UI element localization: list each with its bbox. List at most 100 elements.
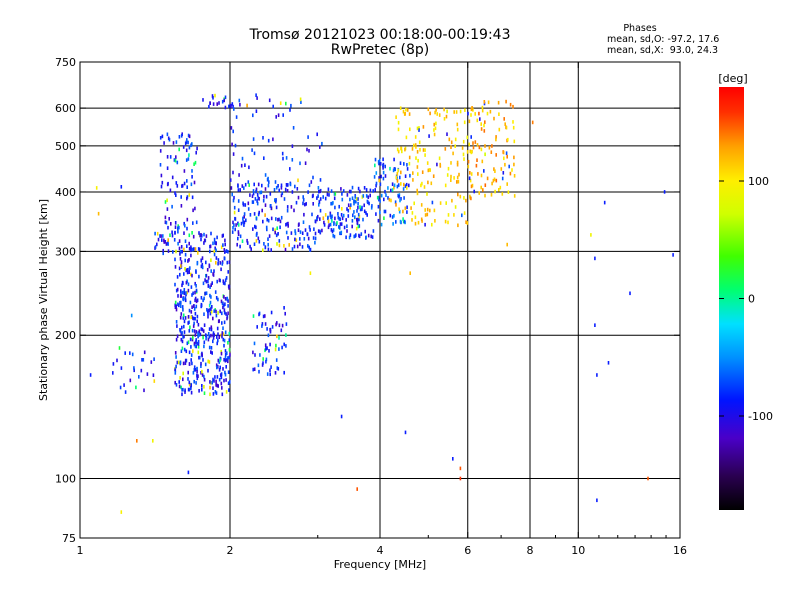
data-point [357, 224, 360, 229]
data-point [203, 323, 206, 327]
data-point [454, 205, 457, 209]
data-point [191, 169, 193, 173]
data-point [406, 167, 409, 171]
data-point [177, 229, 179, 234]
data-point [175, 355, 177, 359]
data-point [181, 346, 184, 351]
data-point [193, 180, 196, 185]
data-point [265, 359, 267, 364]
data-point [293, 208, 295, 213]
data-point [217, 311, 219, 315]
data-point [406, 163, 408, 167]
data-point [186, 185, 188, 189]
data-point [224, 297, 227, 301]
data-point [176, 275, 179, 279]
data-point [328, 223, 330, 227]
data-point [195, 284, 197, 288]
data-point [468, 119, 471, 124]
data-point [408, 161, 411, 166]
data-point [223, 303, 225, 308]
data-point [208, 360, 211, 364]
data-point [429, 208, 431, 213]
data-point [378, 176, 380, 180]
data-point [363, 209, 366, 214]
data-point [194, 247, 197, 251]
data-point [192, 335, 194, 340]
data-point [224, 353, 227, 357]
data-point [486, 176, 489, 181]
data-point [193, 341, 196, 346]
data-point [203, 296, 205, 301]
data-point [395, 203, 397, 207]
data-point [261, 183, 263, 188]
data-point [221, 311, 223, 316]
data-point [216, 365, 218, 370]
data-point [222, 243, 224, 247]
data-point [488, 145, 491, 150]
data-point [219, 365, 221, 370]
data-point [283, 197, 286, 201]
data-point [280, 183, 283, 188]
data-point [190, 253, 192, 258]
data-point [184, 298, 187, 303]
data-point [429, 168, 431, 172]
data-point [346, 229, 348, 233]
data-point [196, 341, 198, 346]
data-point [253, 242, 256, 246]
data-point [348, 235, 351, 240]
data-point [406, 205, 408, 210]
data-point [457, 192, 459, 197]
data-point [409, 271, 411, 275]
data-point [199, 233, 201, 238]
data-point [365, 211, 367, 215]
data-point [184, 223, 186, 228]
data-point [214, 375, 216, 379]
data-point [163, 141, 165, 145]
data-point [348, 189, 351, 194]
data-point [341, 207, 343, 211]
data-point [180, 337, 183, 342]
data-point [138, 375, 140, 379]
data-point [417, 158, 419, 163]
data-point [194, 206, 196, 211]
data-point [383, 197, 385, 202]
data-point [596, 498, 598, 503]
data-point [174, 351, 177, 355]
data-point [221, 386, 223, 390]
data-point [182, 335, 184, 339]
data-point [206, 268, 209, 272]
data-point [259, 353, 261, 357]
data-point [161, 134, 164, 139]
data-point [256, 96, 258, 100]
data-point [270, 310, 273, 315]
data-point [322, 216, 325, 220]
data-point [255, 93, 257, 97]
data-point [330, 228, 333, 232]
data-point [317, 214, 319, 219]
data-point [243, 212, 246, 216]
chart-title: Tromsø 20121023 00:18:00-00:19:43 [249, 27, 511, 43]
data-point [95, 186, 98, 190]
data-point [160, 184, 163, 189]
data-point [186, 268, 189, 272]
data-point [197, 247, 200, 251]
data-point [188, 362, 191, 366]
data-point [400, 197, 402, 201]
data-point [239, 188, 241, 192]
data-point [203, 241, 205, 245]
data-point [167, 181, 169, 186]
data-point [398, 209, 401, 214]
data-point [454, 144, 456, 148]
data-point [401, 149, 403, 154]
data-point [293, 244, 296, 249]
data-point [341, 197, 344, 202]
data-point [192, 291, 194, 296]
data-point [457, 179, 460, 184]
data-point [318, 189, 320, 194]
data-point [187, 315, 190, 319]
data-point [340, 414, 343, 419]
data-point [183, 231, 185, 235]
data-point [194, 368, 196, 372]
data-point [490, 150, 493, 154]
data-point [359, 189, 361, 194]
